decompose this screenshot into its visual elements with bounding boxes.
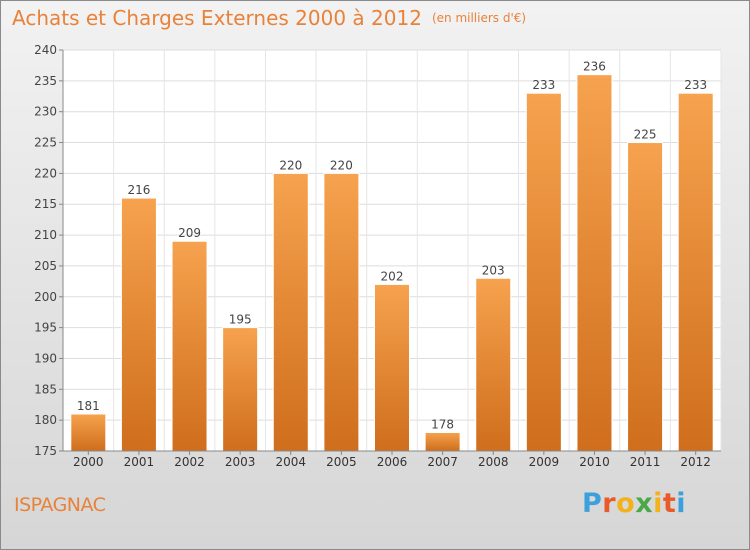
bar-2011 (627, 142, 664, 452)
x-tick-label: 2012 (680, 455, 711, 469)
x-tick-label: 2007 (427, 455, 458, 469)
y-tick-label: 210 (34, 228, 57, 242)
x-tick-label: 2005 (326, 455, 357, 469)
x-tick-label: 2002 (174, 455, 205, 469)
x-tick-label: 2011 (630, 455, 661, 469)
value-label: 195 (229, 313, 252, 327)
logo-letter: t (662, 488, 677, 519)
logo-letter: i (676, 488, 687, 519)
y-tick-label: 185 (34, 382, 57, 396)
bar-2003 (222, 327, 259, 452)
x-tick-label: 2006 (377, 455, 408, 469)
logo-letter: P (582, 488, 603, 519)
bar-2002 (171, 240, 208, 452)
logo-letter: x (635, 488, 654, 519)
x-tick-label: 2010 (579, 455, 610, 469)
x-tick-label: 2000 (73, 455, 104, 469)
bar-2008 (475, 277, 512, 452)
axes (59, 49, 721, 455)
value-label: 225 (634, 128, 657, 142)
logo-letter: i (653, 488, 663, 519)
bar-2000 (70, 413, 107, 452)
chart-title: Achats et Charges Externes 2000 à 2012 (e… (12, 6, 526, 30)
value-label: 233 (684, 78, 707, 92)
x-tick-label: 2009 (529, 455, 560, 469)
value-label: 209 (178, 226, 201, 240)
logo-letter: o (616, 488, 636, 519)
x-tick-label: 2001 (124, 455, 155, 469)
y-tick-label: 180 (34, 413, 57, 427)
x-tick-label: 2004 (275, 455, 306, 469)
y-tick-label: 175 (34, 444, 57, 458)
value-label: 233 (532, 78, 555, 92)
value-label: 178 (431, 417, 454, 431)
y-tick-label: 225 (34, 136, 57, 150)
y-tick-label: 230 (34, 105, 57, 119)
value-label: 181 (77, 399, 100, 413)
value-label: 202 (381, 269, 404, 283)
x-tick-label: 2003 (225, 455, 256, 469)
bars (70, 74, 714, 452)
bar-2012 (677, 92, 714, 452)
y-tick-label: 200 (34, 290, 57, 304)
value-label: 203 (482, 263, 505, 277)
value-label: 220 (330, 158, 353, 172)
title-unit: (en milliers d'€) (431, 11, 527, 25)
y-tick-label: 215 (34, 197, 57, 211)
y-tick-label: 195 (34, 321, 57, 335)
value-label: 236 (583, 60, 606, 74)
y-tick-label: 235 (34, 74, 57, 88)
value-label: 216 (127, 183, 150, 197)
logo-letter: r (602, 488, 617, 519)
proxiti-logo: Proxiti (582, 488, 686, 519)
bar-2007 (424, 431, 461, 452)
bar-2001 (120, 197, 157, 452)
bar-2004 (272, 172, 309, 452)
y-tick-label: 240 (34, 43, 57, 57)
title-text: Achats et Charges Externes 2000 à 2012 (12, 6, 422, 30)
value-label: 220 (279, 158, 302, 172)
bar-2006 (374, 283, 410, 452)
y-tick-label: 220 (34, 166, 57, 180)
tick-labels: 175 180 185 190 195 200 205 210 215 220 225 230 235 2… (34, 43, 711, 469)
bar-2005 (323, 172, 360, 452)
x-tick-label: 2008 (478, 455, 509, 469)
place-name: ISPAGNAC (14, 494, 106, 516)
bar-2009 (525, 92, 562, 452)
y-tick-label: 205 (34, 259, 57, 273)
bar-2010 (576, 74, 613, 452)
y-tick-label: 190 (34, 351, 57, 365)
